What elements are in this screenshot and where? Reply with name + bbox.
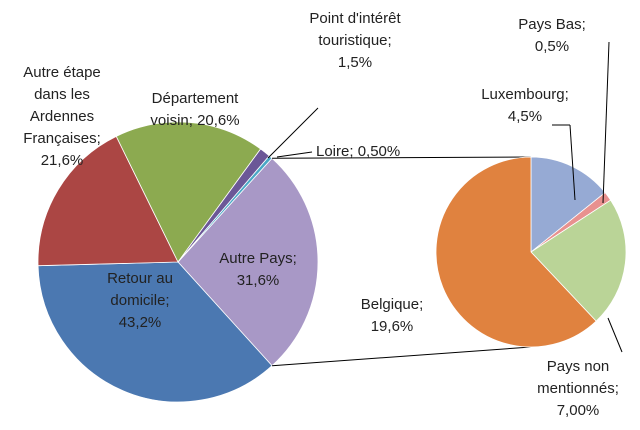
- connector: [272, 156, 532, 159]
- data-label: Département voisin; 20,6%: [150, 90, 240, 129]
- secondary-slice: [530, 199, 627, 322]
- primary-slice: [115, 121, 262, 263]
- connector: [272, 346, 532, 367]
- secondary-slice: [530, 156, 606, 253]
- data-label: Pays Bas; 0,5%: [518, 16, 586, 55]
- data-label: Belgique; 19,6%: [360, 296, 424, 335]
- data-label: Autre étape dans les Ardennes Françaises…: [23, 64, 101, 169]
- leader-line: [607, 317, 623, 353]
- leader-line: [602, 41, 610, 204]
- leader-line: [267, 107, 319, 159]
- data-label: Luxembourg; 4,5%: [481, 86, 569, 125]
- data-label: Autre Pays; 31,6%: [219, 250, 297, 289]
- leader-line: [569, 124, 576, 201]
- data-label: Pays non mentionnés; 7,00%: [537, 358, 619, 419]
- data-label: Retour au domicile; 43,2%: [107, 270, 173, 331]
- data-label: Point d'intérêt touristique; 1,5%: [309, 10, 401, 71]
- primary-slice: [177, 157, 319, 367]
- secondary-slice: [435, 156, 597, 348]
- primary-slice: [177, 155, 273, 263]
- primary-slice: [37, 135, 179, 267]
- primary-slice: [37, 261, 273, 403]
- data-label: Loire; 0,50%: [316, 143, 401, 160]
- leader-line: [276, 151, 313, 158]
